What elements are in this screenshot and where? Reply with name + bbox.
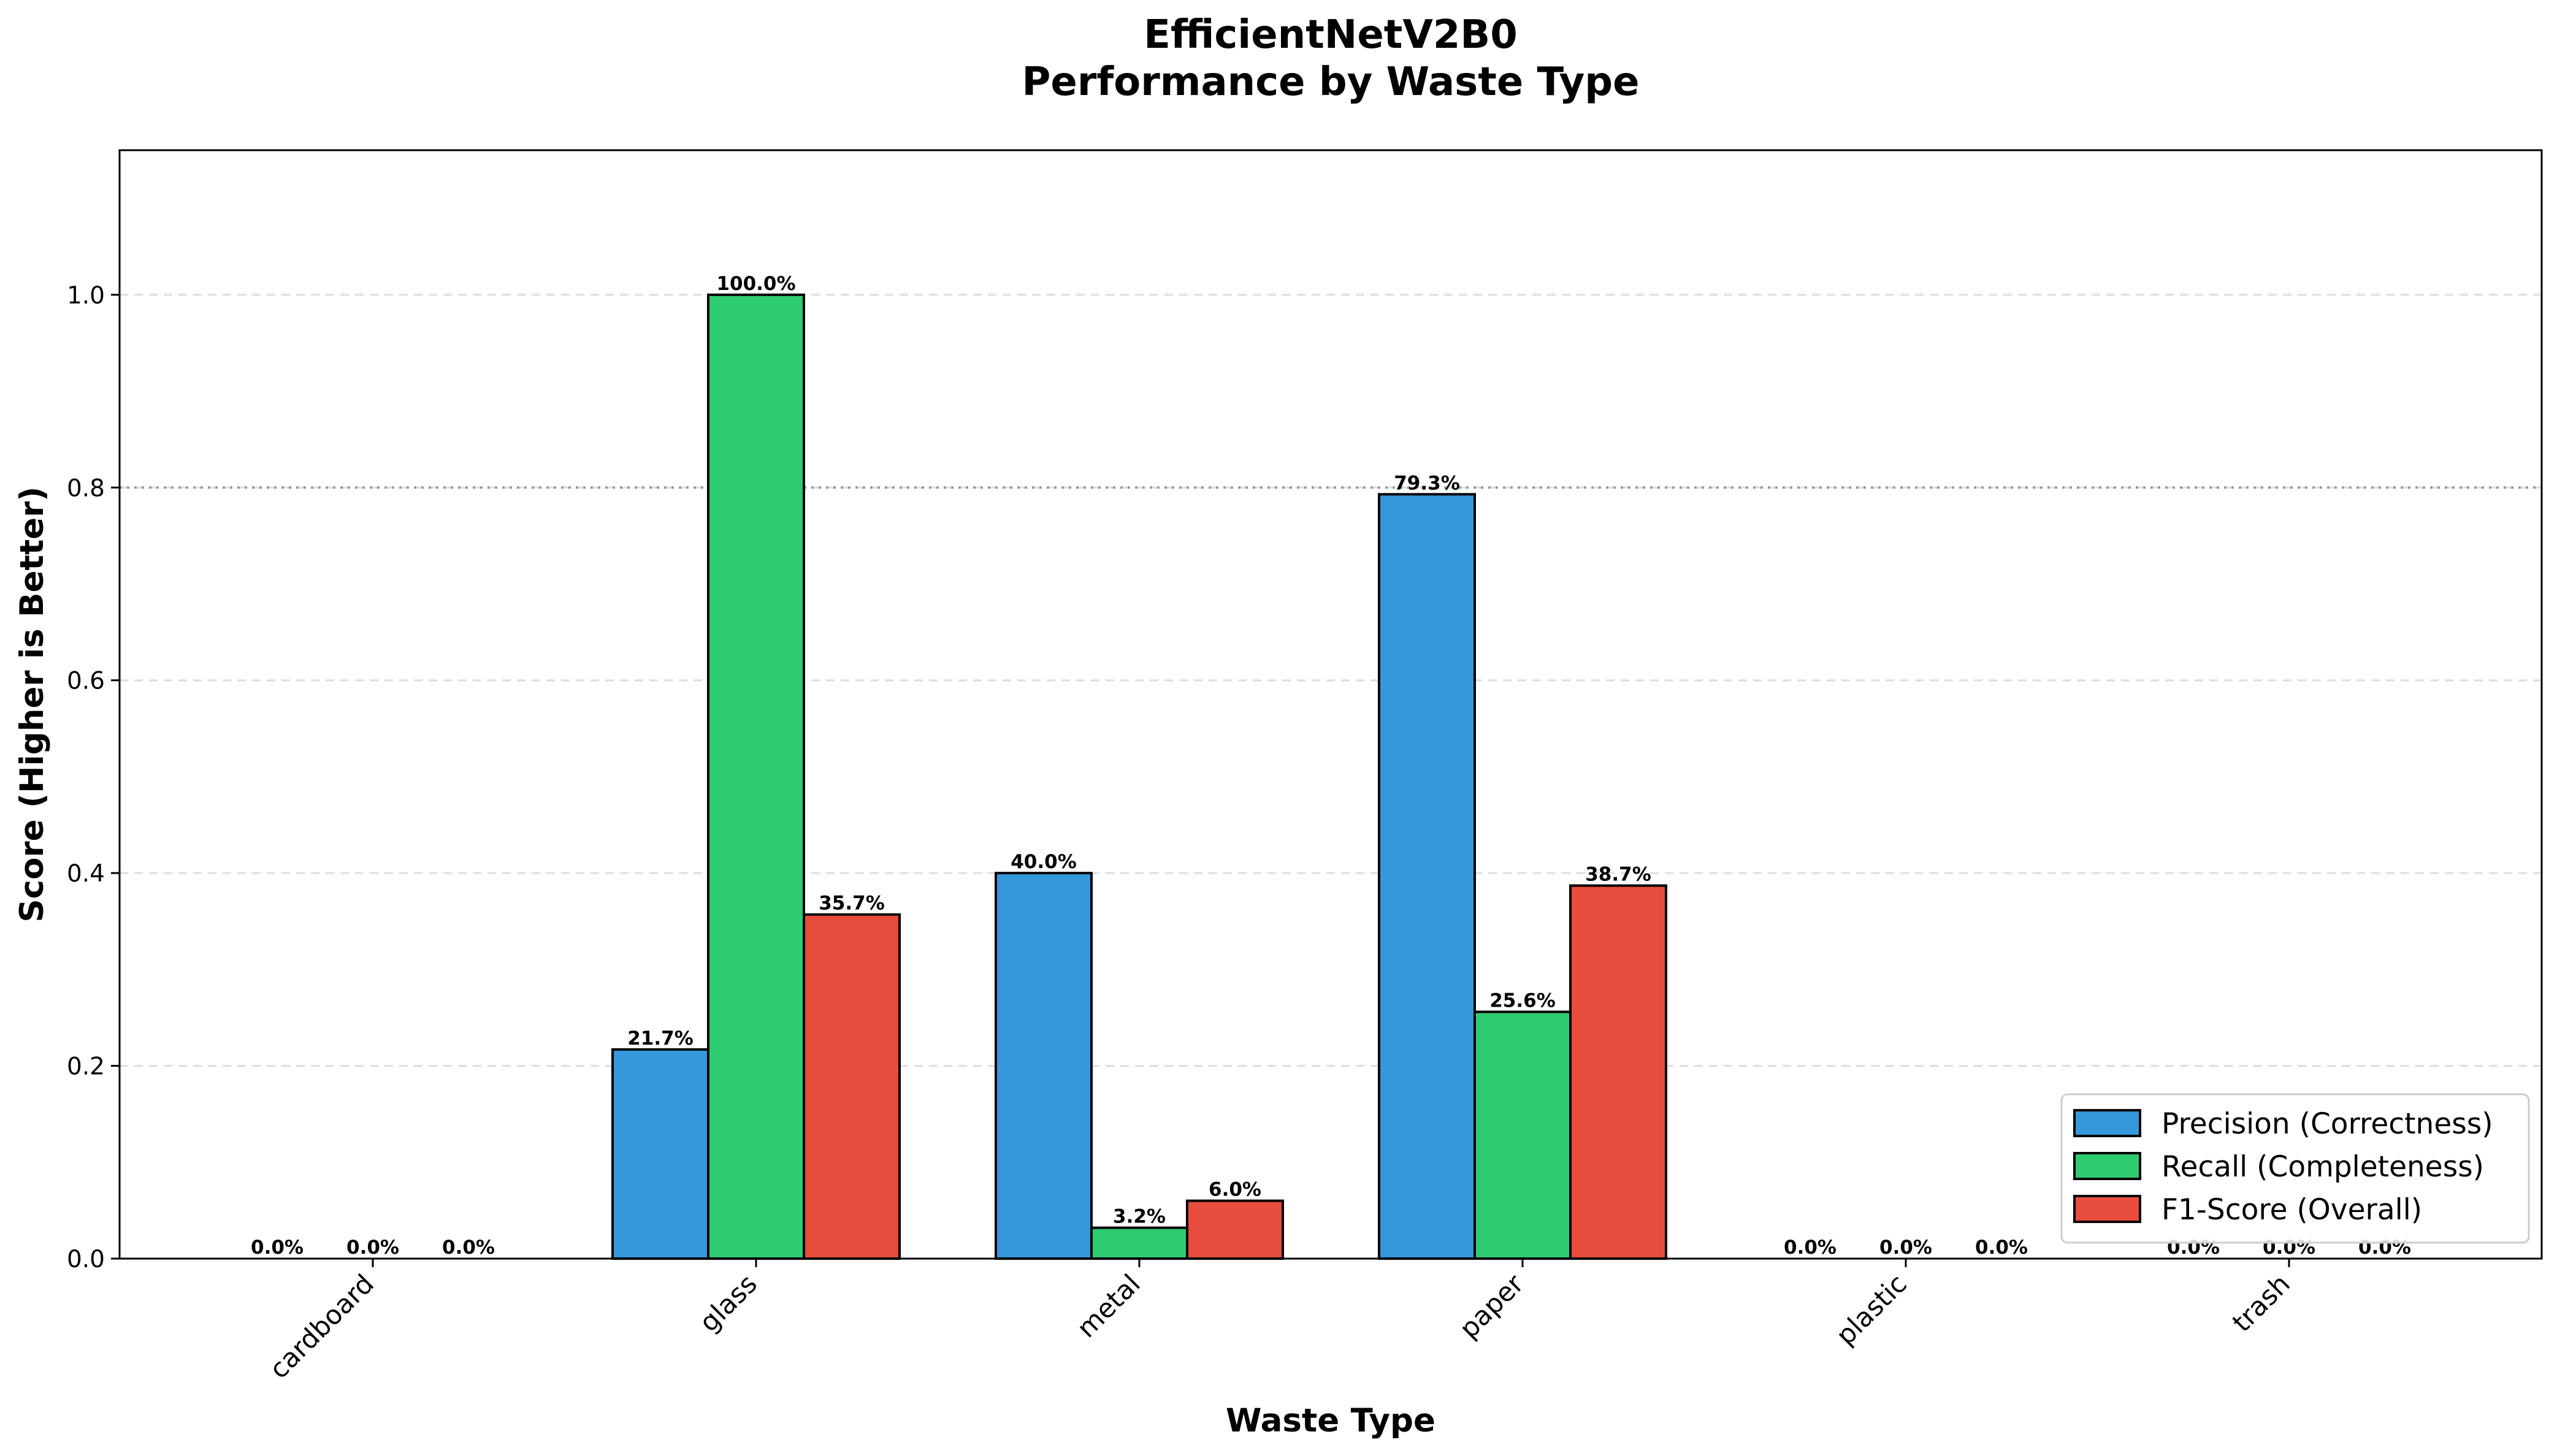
data-label: 79.3% (1394, 472, 1460, 494)
legend: Precision (Correctness) Recall (Completen… (2060, 1093, 2530, 1244)
legend-label: Recall (Completeness) (2161, 1150, 2484, 1184)
data-label: 0.0% (1879, 1237, 1932, 1259)
chart-subtitle: Performance by Waste Type (1022, 59, 1640, 105)
legend-label: Precision (Correctness) (2161, 1107, 2493, 1141)
data-label: 38.7% (1585, 864, 1651, 886)
bars (611, 293, 1667, 1260)
y-axis: 0.0 0.2 0.4 0.6 0.8 1.0 (67, 282, 120, 1273)
y-tick-label: 0.0 (67, 1246, 105, 1273)
data-label: 0.0% (1975, 1237, 2028, 1259)
legend-swatch (2073, 1109, 2141, 1137)
bar-metal-precision (995, 872, 1093, 1260)
bar-paper-recall (1473, 1010, 1572, 1260)
data-labels: 0.0% 0.0% 0.0% 21.7% 100.0% 35.7% 40.0% 3.2% 6.0… (251, 273, 2411, 1259)
legend-swatch (2073, 1152, 2141, 1180)
x-axis-label: Waste Type (1226, 1402, 1435, 1439)
bar-glass-precision (611, 1048, 709, 1260)
bar-paper-precision (1378, 493, 1476, 1260)
legend-label: F1-Score (Overall) (2161, 1193, 2422, 1227)
chart-title: EfficientNetV2B0 (1144, 12, 1517, 58)
data-label: 0.0% (1784, 1237, 1837, 1259)
data-label: 100.0% (716, 273, 795, 295)
bar-metal-f1 (1186, 1199, 1284, 1260)
legend-frame (2060, 1093, 2530, 1244)
data-label: 0.0% (442, 1237, 495, 1259)
data-label: 35.7% (819, 893, 885, 915)
data-label: 6.0% (1209, 1179, 1261, 1201)
y-axis-label: Score (Higher is Better) (13, 487, 51, 923)
legend-swatch (2073, 1195, 2141, 1223)
y-tick-label: 0.4 (67, 860, 105, 888)
y-tick-label: 0.2 (67, 1053, 105, 1081)
y-tick-label: 0.6 (67, 668, 105, 695)
data-label: 21.7% (627, 1027, 694, 1050)
bar-paper-f1 (1569, 884, 1667, 1260)
data-label: 0.0% (346, 1237, 399, 1259)
bar-glass-recall (707, 293, 805, 1260)
data-label: 25.6% (1489, 990, 1556, 1012)
y-tick-label: 0.8 (67, 475, 105, 502)
bar-glass-f1 (803, 913, 901, 1260)
data-label: 3.2% (1113, 1206, 1166, 1228)
data-label: 0.0% (251, 1237, 304, 1259)
plot-frame (118, 149, 2543, 1260)
bar-metal-recall (1090, 1226, 1188, 1260)
data-label: 40.0% (1011, 851, 1077, 873)
y-tick-label: 1.0 (67, 282, 105, 310)
